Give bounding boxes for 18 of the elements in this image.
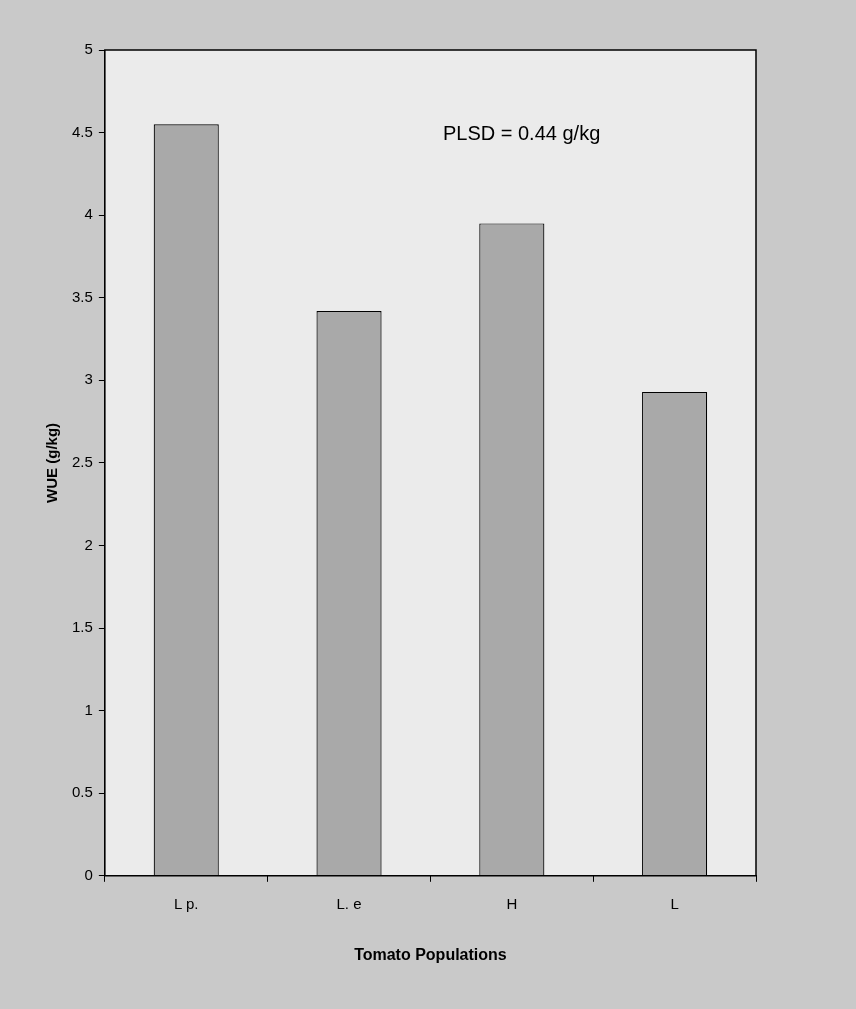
y-tick-label: 1.5 — [71, 618, 93, 636]
y-tick-label: 3.5 — [71, 287, 93, 305]
y-tick-label: 2 — [84, 535, 93, 553]
y-tick-label: 2.5 — [71, 453, 93, 471]
y-tick-label: 4 — [84, 205, 93, 223]
x-tick-label: H — [506, 894, 518, 912]
y-tick-label: 4.5 — [71, 122, 93, 140]
x-tick-label: L p. — [174, 894, 199, 912]
y-tick-label: 0 — [84, 865, 93, 883]
x-tick-label: L. e — [336, 894, 362, 912]
x-tick-label: L — [670, 894, 679, 912]
y-tick-label: 3 — [84, 370, 93, 388]
annotation: PLSD = 0.44 g/kg — [442, 121, 601, 144]
y-tick-label: 5 — [84, 40, 93, 58]
x-axis-title: Tomato Populations — [354, 945, 507, 963]
y-axis-title: WUE (g/kg) — [43, 422, 61, 503]
y-tick-label: 1 — [84, 700, 93, 718]
y-tick-label: 0.5 — [71, 783, 93, 801]
